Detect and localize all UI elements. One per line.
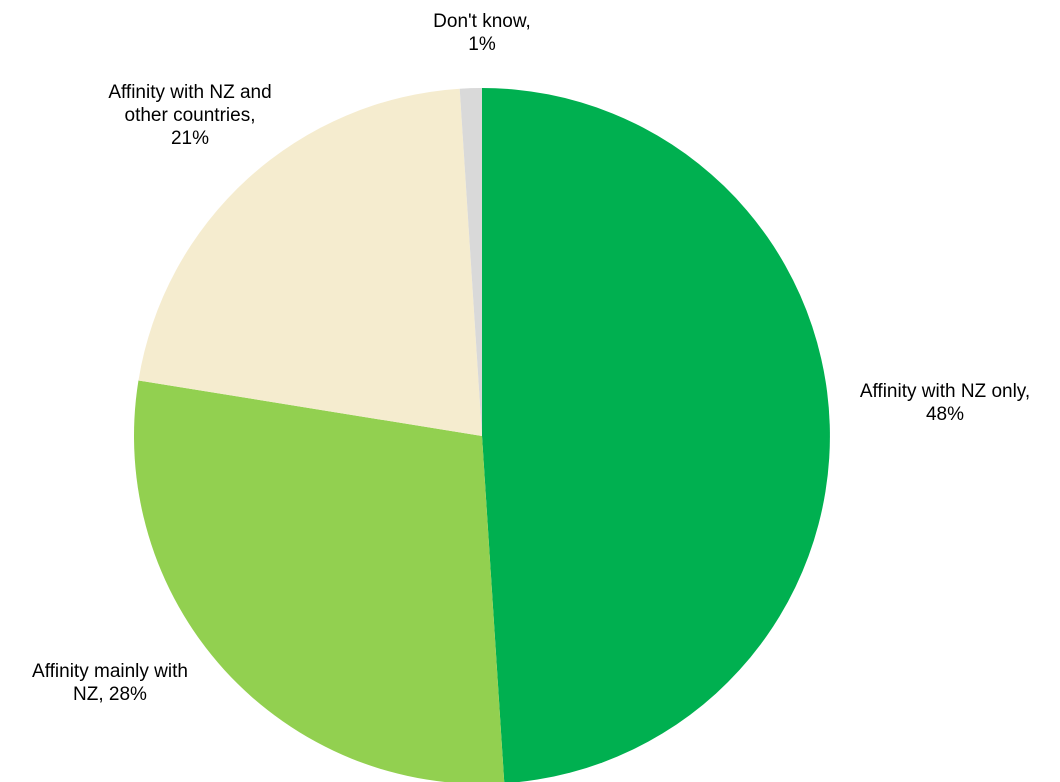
- pie-label-line: Don't know,: [433, 11, 531, 32]
- pie-label-line: Affinity mainly with: [32, 661, 188, 682]
- pie-label-line: 48%: [926, 404, 964, 425]
- pie-label-affinity-with-nz-and-other-countries: Affinity with NZ and other countries, 21%: [108, 82, 271, 149]
- pie-label-line: Affinity with NZ and: [108, 82, 271, 103]
- pie-label-affinity-mainly-with-nz: Affinity mainly with NZ, 28%: [32, 661, 188, 705]
- pie-slice-don-t-know: [459, 88, 482, 436]
- pie-slice-affinity-with-nz-and-other-countries: [138, 88, 482, 436]
- pie-label-line: Affinity with NZ only,: [860, 381, 1030, 402]
- pie-label-line: other countries,: [125, 105, 256, 126]
- pie-label-line: 1%: [468, 34, 496, 55]
- pie-label-line: NZ, 28%: [73, 684, 147, 705]
- pie-slices: [134, 88, 830, 782]
- pie-labels: Affinity with NZ only, 48% Affinity mainly…: [32, 11, 1030, 705]
- pie-slice-affinity-with-nz-only: [482, 88, 830, 782]
- pie-label-don-t-know: Don't know, 1%: [433, 11, 531, 55]
- pie-label-affinity-with-nz-only: Affinity with NZ only, 48%: [860, 381, 1030, 425]
- pie-slice-affinity-mainly-with-nz: [134, 380, 505, 782]
- pie-label-line: 21%: [171, 128, 209, 149]
